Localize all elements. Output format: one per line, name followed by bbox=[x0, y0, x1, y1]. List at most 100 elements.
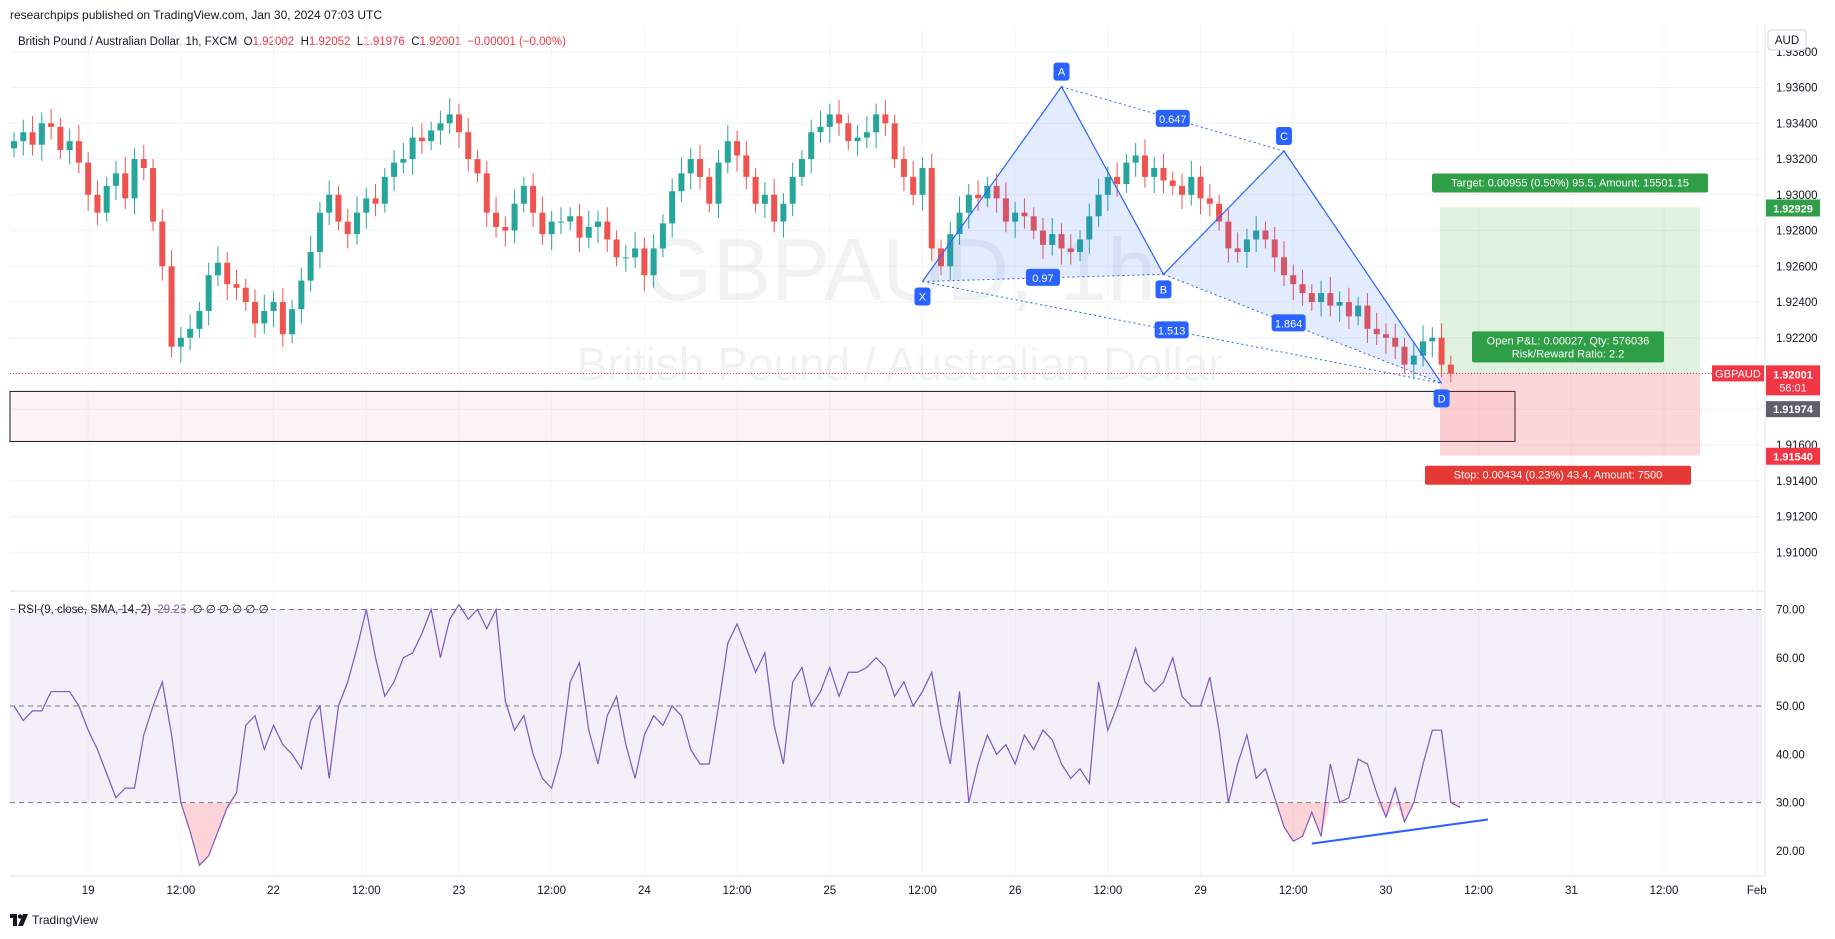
candle-body bbox=[252, 302, 259, 324]
x-tick-label: 26 bbox=[1009, 885, 1022, 897]
candle bbox=[1188, 160, 1195, 206]
y-tick-label: 1.93000 bbox=[1776, 190, 1818, 202]
candle-body bbox=[678, 173, 685, 192]
candle bbox=[205, 262, 212, 326]
candle-body bbox=[446, 114, 453, 124]
candle-body bbox=[576, 216, 583, 238]
candle-body bbox=[103, 185, 110, 213]
candle bbox=[632, 232, 639, 269]
candle-body bbox=[474, 159, 481, 174]
candle bbox=[1420, 325, 1427, 367]
candle-body bbox=[205, 275, 212, 311]
candle bbox=[289, 300, 296, 344]
rsi-y-tick-label: 50.00 bbox=[1776, 701, 1805, 713]
candle bbox=[854, 125, 861, 156]
candle-body bbox=[1039, 230, 1046, 245]
rsi-label[interactable]: RSI (9, close, SMA, 14, 2) bbox=[18, 604, 151, 616]
symbol-name[interactable]: British Pound / Australian Dollar, 1h, F… bbox=[18, 36, 238, 48]
loss-zone bbox=[1440, 373, 1700, 456]
candle bbox=[622, 244, 629, 272]
pattern-point-badge bbox=[1053, 62, 1070, 81]
candle bbox=[1447, 355, 1454, 383]
candle bbox=[1206, 184, 1213, 217]
rsi-y-tick-label: 70.00 bbox=[1776, 604, 1805, 616]
candle-body bbox=[168, 266, 175, 347]
rsi-legend: RSI (9, close, SMA, 14, 2) 29.25 ∅ ∅ ∅ ∅… bbox=[18, 602, 269, 616]
y-tick-label: 1.93200 bbox=[1776, 154, 1818, 166]
candle bbox=[928, 153, 935, 261]
candle bbox=[150, 159, 157, 231]
candle-body bbox=[1141, 155, 1148, 177]
pattern-point-label: X bbox=[919, 291, 927, 303]
x-tick-label: 12:00 bbox=[1464, 885, 1493, 897]
candle bbox=[1355, 296, 1362, 326]
candle bbox=[1021, 198, 1028, 229]
candle bbox=[38, 112, 45, 161]
candle-body bbox=[381, 176, 388, 204]
y-tick-label: 1.91200 bbox=[1776, 512, 1818, 524]
candle bbox=[409, 126, 416, 176]
candle bbox=[1308, 284, 1315, 311]
candle-body bbox=[761, 194, 768, 204]
risk-reward-label: Risk/Reward Ratio: 2.2 bbox=[1512, 348, 1625, 360]
candle bbox=[520, 176, 527, 213]
candle-body bbox=[743, 155, 750, 177]
rsi-divergence-line bbox=[1311, 818, 1489, 845]
candle-body bbox=[1318, 293, 1325, 303]
candle-body bbox=[826, 114, 833, 127]
candle bbox=[1058, 223, 1065, 265]
candle bbox=[965, 184, 972, 229]
candle-body bbox=[595, 221, 602, 227]
brand-name: TradingView bbox=[32, 913, 99, 927]
y-tick-label: 1.92200 bbox=[1776, 333, 1818, 345]
candle bbox=[900, 146, 907, 192]
candle-body bbox=[1067, 248, 1074, 252]
rsi-value: 29.25 bbox=[157, 604, 186, 616]
candle-body bbox=[48, 123, 55, 127]
candle bbox=[511, 189, 518, 244]
candle bbox=[1123, 153, 1130, 194]
candle bbox=[1216, 194, 1223, 231]
candle-body bbox=[1086, 216, 1093, 240]
candle-body bbox=[891, 123, 898, 160]
candle-body bbox=[493, 212, 500, 227]
candle bbox=[641, 237, 648, 292]
candle bbox=[391, 150, 398, 192]
candle bbox=[1049, 218, 1056, 256]
candle bbox=[140, 144, 147, 181]
candle-body bbox=[316, 212, 323, 252]
candle-body bbox=[984, 185, 991, 199]
candle bbox=[1364, 293, 1371, 344]
candle-body bbox=[400, 159, 407, 163]
candle bbox=[131, 148, 138, 215]
candle-body bbox=[1262, 230, 1269, 240]
candle-body bbox=[372, 198, 379, 204]
candle bbox=[1243, 228, 1250, 269]
candle-body bbox=[567, 216, 574, 222]
candle-body bbox=[622, 257, 629, 259]
rsi-extras: ∅ ∅ ∅ ∅ ∅ ∅ bbox=[193, 604, 269, 616]
candle bbox=[1169, 171, 1176, 195]
candle bbox=[1114, 162, 1121, 197]
low-value: 1.91976 bbox=[363, 36, 405, 48]
candle-body bbox=[1206, 198, 1213, 204]
candle-body bbox=[1095, 194, 1102, 217]
candle-body bbox=[75, 141, 82, 163]
close-label: C bbox=[411, 36, 420, 48]
y-tick-label: 1.93600 bbox=[1776, 83, 1818, 95]
candle-body bbox=[882, 114, 889, 124]
currency-label: AUD bbox=[1775, 35, 1799, 47]
candle bbox=[975, 180, 982, 211]
candle-body bbox=[1197, 176, 1204, 199]
candle-body bbox=[1280, 257, 1287, 276]
candle-body bbox=[1188, 176, 1195, 195]
pattern-point-label: A bbox=[1058, 67, 1066, 79]
candle-body bbox=[1308, 293, 1315, 303]
candle bbox=[836, 100, 843, 136]
symbol-legend: British Pound / Australian Dollar, 1h, F… bbox=[18, 36, 566, 48]
x-tick-label: 30 bbox=[1380, 885, 1393, 897]
candle-body bbox=[233, 284, 240, 288]
pattern-point-label: B bbox=[1160, 284, 1167, 296]
candle-body bbox=[780, 203, 787, 222]
